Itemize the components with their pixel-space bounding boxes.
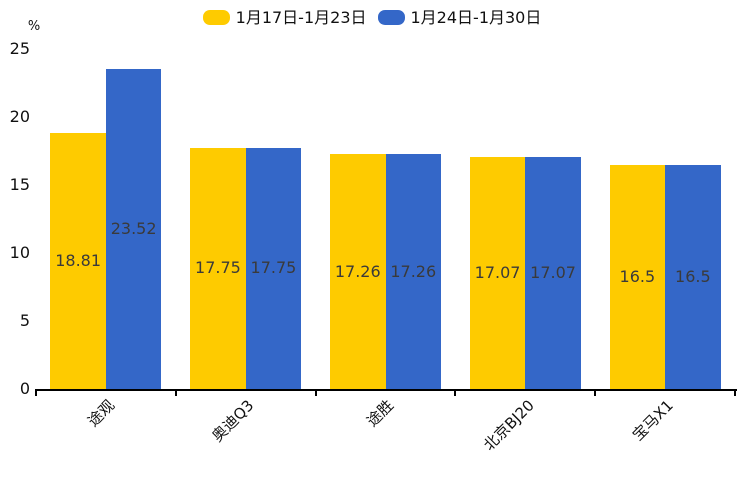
bar-北京BJ20-series-0 [469, 156, 526, 389]
x-axis-tick [314, 389, 317, 396]
bar-value-label: 17.26 [334, 261, 381, 281]
x-axis-tick [174, 389, 177, 396]
x-axis-tick [734, 389, 736, 396]
bar-宝马X1-series-1 [665, 164, 721, 389]
bar-途胜-series-1 [385, 154, 441, 389]
x-axis-line [36, 389, 737, 391]
bar-value-label: 17.75 [250, 258, 297, 278]
x-axis-tick [35, 389, 37, 396]
legend: 1月17日-1月23日 1月24日-1月30日 [0, 8, 744, 27]
y-axis-tick-label: 5 [19, 311, 30, 330]
bar-value-label: 16.5 [619, 266, 656, 286]
y-axis-tick-label: 10 [9, 243, 30, 262]
bar-途观-series-0 [50, 133, 106, 389]
bar-value-label: 17.75 [195, 258, 241, 278]
legend-label: 1月24日-1月30日 [410, 8, 542, 27]
x-axis-label-途观: 途观 [83, 396, 118, 431]
x-axis-label-奥迪Q3: 奥迪Q3 [208, 396, 258, 446]
bar-北京BJ20-series-1 [525, 156, 581, 389]
bar-value-label: 18.81 [55, 251, 102, 271]
bar-value-label: 17.26 [390, 261, 437, 281]
x-axis-tick [594, 389, 597, 396]
legend-swatch-icon [202, 10, 230, 25]
y-axis-tick-label: 20 [9, 107, 30, 126]
legend-swatch-icon [377, 10, 405, 25]
bar-奥迪Q3-series-0 [190, 147, 246, 389]
bar-value-label: 16.5 [675, 266, 711, 286]
bar-奥迪Q3-series-1 [245, 147, 302, 389]
x-axis-tick [454, 389, 457, 396]
bar-途观-series-1 [105, 69, 162, 389]
legend-item-series-1[interactable]: 1月24日-1月30日 [377, 8, 542, 27]
y-axis-tick-label: 15 [9, 175, 30, 194]
y-axis-tick-label: 0 [19, 379, 30, 398]
bar-value-label: 17.07 [474, 262, 521, 282]
bar-value-label: 17.07 [530, 262, 576, 282]
y-axis-tick-label: 25 [9, 39, 30, 58]
bar-途胜-series-0 [330, 154, 386, 389]
x-axis-label-宝马X1: 宝马X1 [629, 396, 678, 445]
bar-value-label: 23.52 [110, 219, 157, 239]
x-axis-label-途胜: 途胜 [363, 396, 398, 431]
legend-item-series-0[interactable]: 1月17日-1月23日 [202, 8, 367, 27]
bar-宝马X1-series-0 [609, 164, 666, 389]
x-axis-label-北京BJ20: 北京BJ20 [479, 396, 538, 455]
y-axis-unit-label: % [27, 19, 41, 34]
legend-label: 1月17日-1月23日 [235, 8, 367, 27]
